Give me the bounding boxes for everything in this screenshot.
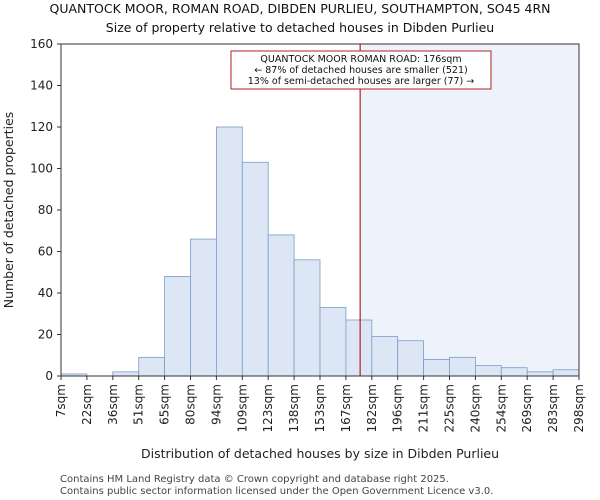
bar-254sqm bbox=[500, 367, 528, 377]
y-tick-label-100: 100 bbox=[30, 162, 53, 176]
larger-region-shade bbox=[360, 44, 579, 376]
x-tick-label-182sqm: 182sqm bbox=[365, 384, 379, 432]
bar-138sqm bbox=[293, 259, 321, 377]
bar-80sqm bbox=[190, 238, 217, 377]
y-tick-label-60: 60 bbox=[38, 245, 53, 259]
bar-182sqm bbox=[371, 336, 399, 377]
annotation-line-3: 13% of semi-detached houses are larger (… bbox=[248, 76, 475, 87]
bar-225sqm bbox=[449, 356, 476, 377]
x-tick-label-7sqm: 7sqm bbox=[54, 384, 68, 417]
y-axis-ticks: 0 20 40 60 80 100 120 140 160 bbox=[30, 37, 61, 383]
x-tick-label-80sqm: 80sqm bbox=[184, 384, 198, 425]
x-tick-label-153sqm: 153sqm bbox=[313, 384, 327, 432]
annotation-frame bbox=[230, 50, 492, 90]
x-tick-label-298sqm: 298sqm bbox=[572, 384, 586, 432]
x-tick-label-211sqm: 211sqm bbox=[417, 384, 431, 432]
chart-subtitle: Size of property relative to detached ho… bbox=[106, 20, 494, 35]
x-tick-label-196sqm: 196sqm bbox=[391, 384, 405, 432]
x-tick-label-138sqm: 138sqm bbox=[287, 384, 301, 432]
annotation-box: QUANTOCK MOOR ROMAN ROAD: 176sqm ← 87% o… bbox=[230, 50, 492, 90]
bar-196sqm bbox=[397, 340, 425, 377]
y-axis-label: Number of detached properties bbox=[1, 112, 16, 309]
bar-94sqm bbox=[215, 126, 243, 377]
bar-65sqm bbox=[164, 275, 191, 377]
x-tick-label-240sqm: 240sqm bbox=[468, 384, 482, 432]
annotation-line-1: QUANTOCK MOOR ROMAN ROAD: 176sqm bbox=[260, 54, 461, 65]
x-tick-label-167sqm: 167sqm bbox=[339, 384, 353, 432]
bar-240sqm bbox=[474, 365, 502, 377]
x-tick-label-51sqm: 51sqm bbox=[132, 384, 146, 425]
bar-211sqm bbox=[423, 358, 450, 377]
y-tick-label-0: 0 bbox=[45, 369, 53, 383]
x-tick-label-94sqm: 94sqm bbox=[209, 384, 223, 425]
x-tick-label-22sqm: 22sqm bbox=[80, 384, 94, 425]
plot-area: 0 20 40 60 80 100 120 140 160 7sqm 22sqm 36sqm 51sq… bbox=[30, 37, 586, 432]
x-tick-label-283sqm: 283sqm bbox=[546, 384, 560, 432]
x-axis-label: Distribution of detached houses by size … bbox=[141, 446, 499, 461]
y-tick-label-40: 40 bbox=[38, 286, 53, 300]
y-tick-label-160: 160 bbox=[30, 37, 53, 51]
x-tick-label-225sqm: 225sqm bbox=[443, 384, 457, 432]
x-tick-label-36sqm: 36sqm bbox=[106, 384, 120, 425]
bar-167sqm bbox=[345, 319, 373, 377]
bar-269sqm bbox=[526, 371, 554, 377]
bar-283sqm bbox=[552, 369, 580, 377]
chart-title: QUANTOCK MOOR, ROMAN ROAD, DIBDEN PURLIE… bbox=[50, 1, 551, 16]
bar-51sqm bbox=[138, 356, 165, 377]
y-tick-label-20: 20 bbox=[38, 328, 53, 342]
bar-36sqm bbox=[112, 371, 140, 377]
x-axis-ticks: 7sqm 22sqm 36sqm 51sqm 65sqm 80sqm 94sqm 109sqm… bbox=[54, 376, 586, 432]
bars-group bbox=[60, 126, 580, 377]
y-tick-label-80: 80 bbox=[38, 203, 53, 217]
footer-line-2: Contains public sector information licen… bbox=[60, 486, 493, 497]
annotation-line-2: ← 87% of detached houses are smaller (52… bbox=[254, 65, 467, 76]
y-tick-label-120: 120 bbox=[30, 120, 53, 134]
y-tick-label-140: 140 bbox=[30, 79, 53, 93]
x-tick-label-65sqm: 65sqm bbox=[158, 384, 172, 425]
x-tick-label-123sqm: 123sqm bbox=[261, 384, 275, 432]
x-tick-label-109sqm: 109sqm bbox=[235, 384, 249, 432]
bar-123sqm bbox=[267, 234, 295, 377]
bar-109sqm bbox=[241, 161, 269, 377]
footer-line-1: Contains HM Land Registry data © Crown c… bbox=[60, 474, 449, 485]
x-tick-label-254sqm: 254sqm bbox=[494, 384, 508, 432]
x-tick-label-269sqm: 269sqm bbox=[520, 384, 534, 432]
bar-153sqm bbox=[319, 307, 347, 377]
